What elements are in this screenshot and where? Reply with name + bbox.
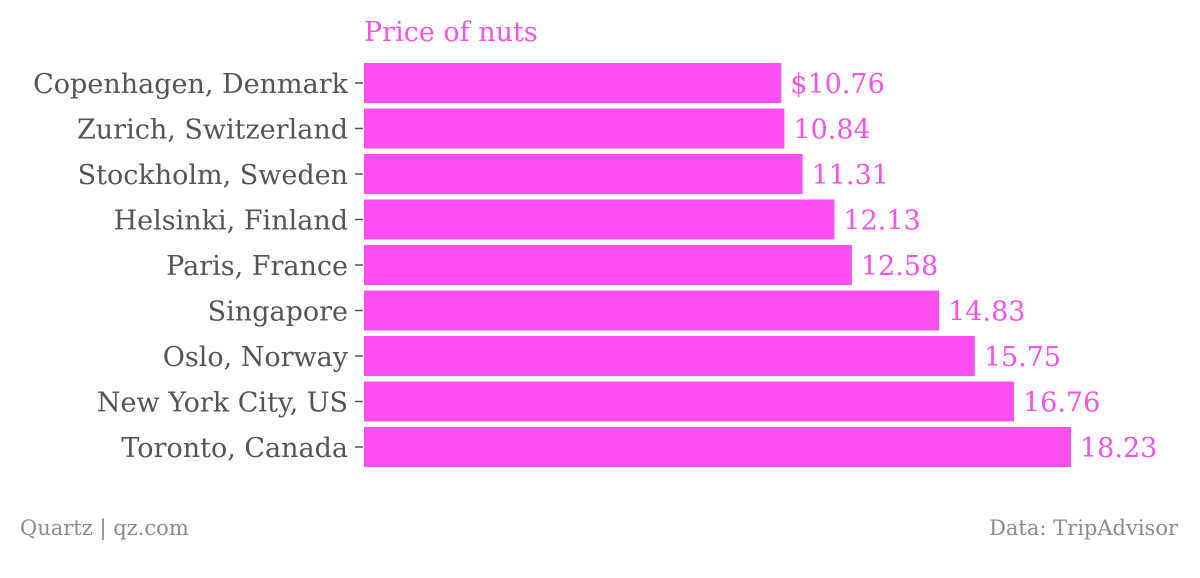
bar	[364, 381, 1014, 422]
category-label: New York City, US	[97, 388, 348, 419]
category-label: Paris, France	[166, 251, 348, 282]
value-label: 16.76	[1023, 388, 1100, 419]
value-label: 12.58	[861, 251, 938, 282]
bar	[364, 290, 940, 331]
value-label: 11.31	[812, 160, 889, 191]
category-label: Toronto, Canada	[121, 433, 348, 464]
chart-title: Price of nuts	[364, 17, 538, 48]
category-label: Oslo, Norway	[163, 342, 349, 373]
value-label: 10.84	[793, 115, 870, 146]
category-label: Stockholm, Sweden	[78, 160, 348, 191]
bar	[364, 108, 785, 149]
bar-chart: Price of nuts Copenhagen, Denmark $10.76 Z…	[33, 17, 1157, 467]
value-label: $10.76	[790, 69, 884, 100]
bars-group: Copenhagen, Denmark $10.76 Zurich, Switzer…	[33, 63, 1157, 467]
value-label: 14.83	[948, 297, 1025, 328]
credit-text: Quartz | qz.com	[20, 516, 189, 540]
value-label: 12.13	[843, 206, 920, 237]
bar	[364, 154, 803, 194]
bar	[364, 199, 835, 240]
bar	[364, 336, 975, 376]
category-label: Zurich, Switzerland	[77, 115, 348, 146]
bar	[364, 245, 852, 285]
value-label: 18.23	[1080, 433, 1157, 464]
bar	[364, 427, 1071, 467]
source-text: Data: TripAdvisor	[989, 516, 1178, 540]
bar	[364, 63, 782, 103]
category-label: Singapore	[208, 297, 348, 328]
category-label: Copenhagen, Denmark	[33, 69, 348, 100]
category-label: Helsinki, Finland	[114, 206, 348, 237]
value-label: 15.75	[984, 342, 1061, 373]
